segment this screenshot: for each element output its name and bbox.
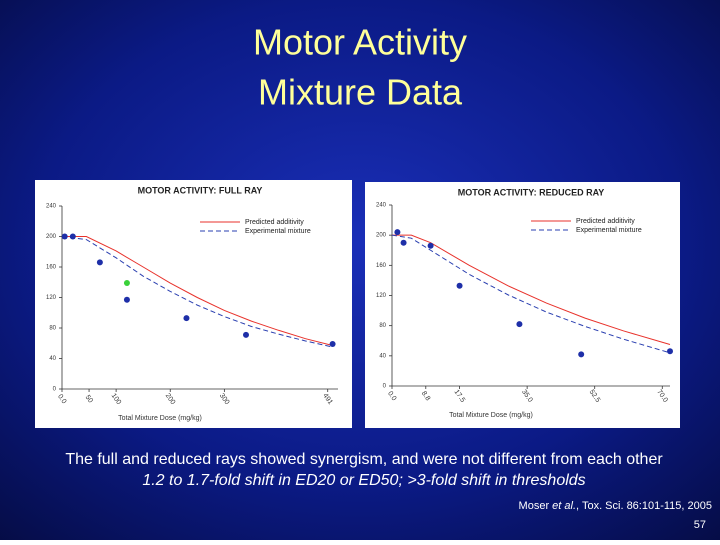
charts: MOTOR ACTIVITY: FULL RAY 0 40 80 120 160 200 24… [35, 180, 680, 428]
y-tick-label: 200 [376, 233, 387, 239]
legend-label: Predicted additivity [245, 219, 304, 226]
legend-label: Experimental mixture [576, 227, 642, 234]
y-tick-label: 120 [46, 295, 57, 301]
data-point [183, 315, 190, 322]
x-axis-label: Total Mixture Dose (mg/kg) [449, 412, 533, 419]
citation-part: , Tox. Sci. 86:101-115, 2005 [576, 500, 712, 512]
data-point [69, 233, 76, 240]
y-tick-label: 160 [46, 265, 57, 271]
data-point [394, 229, 401, 236]
data-point [123, 296, 130, 303]
y-tick-label: 120 [376, 293, 387, 299]
data-point [329, 341, 336, 348]
y-tick-label: 0 [383, 384, 387, 390]
caption: The full and reduced rays showed synergi… [65, 451, 663, 468]
data-point [516, 321, 523, 328]
data-point [123, 280, 130, 287]
y-tick-label: 160 [376, 263, 387, 269]
data-point [667, 348, 673, 355]
y-tick-label: 240 [46, 204, 57, 210]
data-point [400, 239, 407, 246]
x-tick-label: 0.0 [386, 390, 397, 402]
y-tick-label: 80 [379, 323, 386, 329]
x-axis-label: Total Mixture Dose (mg/kg) [118, 415, 202, 422]
series-line [61, 236, 333, 348]
y-tick-label: 40 [379, 353, 386, 359]
x-tick-label: 50 [84, 394, 94, 404]
series-line [392, 234, 671, 346]
series-line [62, 236, 333, 347]
chart: MOTOR ACTIVITY: REDUCED RAY 0 40 80 120 160 20… [365, 182, 680, 428]
y-tick-label: 240 [376, 203, 387, 209]
y-tick-label: 40 [49, 356, 56, 362]
citation-part: et al. [552, 500, 576, 512]
data-point [243, 331, 249, 338]
chart-title: MOTOR ACTIVITY: REDUCED RAY [458, 187, 605, 197]
legend-label: Predicted additivity [576, 218, 635, 225]
data-point [61, 233, 68, 240]
page-number: 57 [694, 519, 706, 531]
data-point [96, 259, 103, 266]
chart-panel [365, 182, 680, 428]
citation-part: Moser [519, 500, 553, 512]
citation: Moser et al., Tox. Sci. 86:101-115, 2005 [519, 500, 712, 512]
data-point [427, 242, 434, 249]
y-tick-label: 80 [49, 326, 56, 332]
slide-title: Motor Activity [253, 22, 467, 63]
legend-label: Experimental mixture [245, 228, 311, 235]
y-tick-label: 0 [53, 387, 57, 393]
chart-panel [35, 180, 352, 428]
series-line [391, 234, 671, 354]
y-tick-label: 200 [46, 234, 57, 240]
data-point [456, 282, 463, 289]
data-point [578, 351, 585, 358]
chart: MOTOR ACTIVITY: FULL RAY 0 40 80 120 160 200 24… [35, 180, 352, 428]
slide-title: Mixture Data [258, 72, 463, 113]
x-tick-label: 0.0 [56, 393, 67, 405]
caption: 1.2 to 1.7-fold shift in ED20 or ED50; >… [142, 472, 585, 489]
chart-title: MOTOR ACTIVITY: FULL RAY [138, 185, 263, 195]
x-tick-label: 8.8 [420, 390, 431, 402]
